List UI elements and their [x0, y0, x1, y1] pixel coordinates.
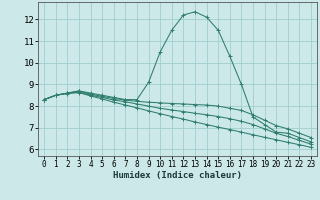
X-axis label: Humidex (Indice chaleur): Humidex (Indice chaleur) — [113, 171, 242, 180]
